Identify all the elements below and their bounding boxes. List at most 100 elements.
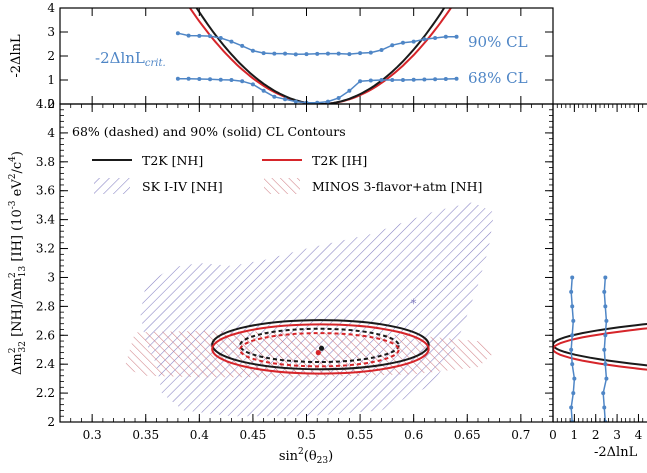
top-y-tick-label: 2 (47, 49, 55, 63)
legend-swatch-minos (264, 178, 300, 194)
legend-label-minos: MINOS 3-flavor+atm [NH] (312, 179, 482, 194)
right-x-tick-label: 1 (571, 428, 579, 442)
crit-68-point (250, 82, 255, 87)
right-ih-curve (553, 327, 647, 371)
crit-68-point (433, 77, 438, 82)
right-crit-68-point (571, 318, 576, 323)
crit-68-point (272, 94, 277, 99)
crit-label: -2ΔlnLcrit. (95, 49, 166, 69)
x-tick-label: 0.3 (83, 428, 102, 442)
x-tick-label: 0.35 (132, 428, 159, 442)
crit-90-point (218, 36, 223, 40)
right-x-tick-label: 0 (549, 428, 557, 442)
main-contour-lines: * (211, 296, 430, 375)
right-crit-90-point (603, 304, 608, 309)
crit-90-point (175, 31, 180, 36)
x-tick-label: 0.55 (347, 428, 374, 442)
crit-68-point (347, 88, 352, 93)
crit-90-point (208, 34, 213, 39)
crit-68-point (336, 96, 341, 100)
x-tick-label: 0.5 (297, 428, 316, 442)
x-tick-label: 0.7 (511, 428, 530, 442)
right-crit-90-point (602, 347, 607, 352)
right-x-tick-label: 2 (592, 428, 600, 442)
crit-68-point (379, 78, 384, 82)
crit-68-point (400, 78, 405, 82)
crit-68-point (218, 77, 223, 82)
y-tick-label: 3.4 (36, 213, 55, 227)
crit-68-point (411, 77, 416, 82)
y-tick-label: 2 (47, 415, 55, 429)
best-fit-sk: * (411, 296, 417, 310)
crit-90-point (433, 36, 438, 40)
y-tick-label: 2.2 (36, 386, 55, 400)
right-x-tick-label: 3 (613, 428, 621, 442)
cl-90-label: 90% CL (468, 33, 528, 51)
x-tick-label: 0.45 (240, 428, 267, 442)
crit-90-point (347, 52, 352, 57)
right-crit-68-point (569, 405, 574, 410)
top-y-tick-label: 0 (47, 97, 55, 111)
crit-68-point (422, 77, 427, 82)
legend-label-t2k-ih: T2K [IH] (312, 153, 367, 168)
crit-68-point (390, 78, 395, 82)
x-tick-label: 0.6 (404, 428, 423, 442)
crit-68-point (454, 76, 459, 81)
x-tick-label: 0.4 (190, 428, 209, 442)
crit-90-point (261, 51, 266, 56)
crit-68-point (261, 88, 266, 93)
right-crit-90-point (602, 289, 607, 294)
y-tick-label: 2.4 (36, 357, 55, 371)
main-axes: 0.3 0.35 0.4 0.45 0.5 0.55 0.6 0.65 0.7 2 2.2 2.4 2.… (36, 97, 553, 442)
crit-90-point (293, 52, 298, 57)
top-y-tick-label: 3 (47, 25, 55, 39)
best-fit-t2k-nh (318, 345, 325, 351)
crit-68-line (177, 78, 457, 104)
x-axis-title: sin2(θ23) (279, 447, 333, 466)
crit-90-point (411, 39, 416, 44)
crit-68-point (197, 77, 202, 82)
crit-90-point (325, 51, 330, 56)
right-nh-curve (553, 322, 647, 367)
crit-90-point (304, 52, 309, 57)
legend: 68% (dashed) and 90% (solid) CL Contours… (72, 124, 482, 194)
right-x-axis-title: -2ΔlnL (594, 445, 638, 460)
t2k-nh-90-contour (211, 319, 430, 371)
crit-68-point (240, 79, 245, 84)
right-crit-68-point (570, 362, 575, 367)
right-crit-90-point (603, 362, 608, 367)
crit-68-point (325, 99, 330, 104)
right-crit-68-point (570, 275, 575, 280)
x-tick-label: 0.65 (454, 428, 481, 442)
y-tick-label: 4 (47, 126, 55, 140)
crit-90-point (229, 39, 234, 44)
crit-90-point (368, 50, 373, 55)
crit-90-point (443, 34, 448, 39)
crit-90-point (422, 37, 427, 42)
right-crit-68-point (569, 289, 574, 294)
crit-68-point (175, 76, 180, 81)
right-x-tick-label: 4 (635, 428, 643, 442)
crit-68-point (358, 79, 363, 84)
t2k-nh-68-contour (239, 327, 400, 364)
right-curves (553, 275, 647, 422)
right-crit-90-point (602, 405, 607, 410)
main-contour-regions (124, 202, 495, 417)
crit-68-point (315, 100, 320, 104)
crit-68-point (283, 97, 288, 102)
sk-allowed-region (140, 202, 495, 417)
legend-title: 68% (dashed) and 90% (solid) CL Contours (72, 124, 346, 139)
y-tick-label: 3.8 (36, 155, 55, 169)
crit-90-point (283, 51, 288, 56)
crit-90-point (272, 51, 277, 56)
legend-label-t2k-nh: T2K [NH] (142, 153, 203, 168)
y-tick-label: 3 (47, 270, 55, 284)
best-fit-t2k-ih (315, 350, 321, 356)
top-y-tick-label: 1 (47, 73, 55, 87)
crit-90-point (454, 34, 459, 39)
crit-68-point (186, 76, 191, 81)
